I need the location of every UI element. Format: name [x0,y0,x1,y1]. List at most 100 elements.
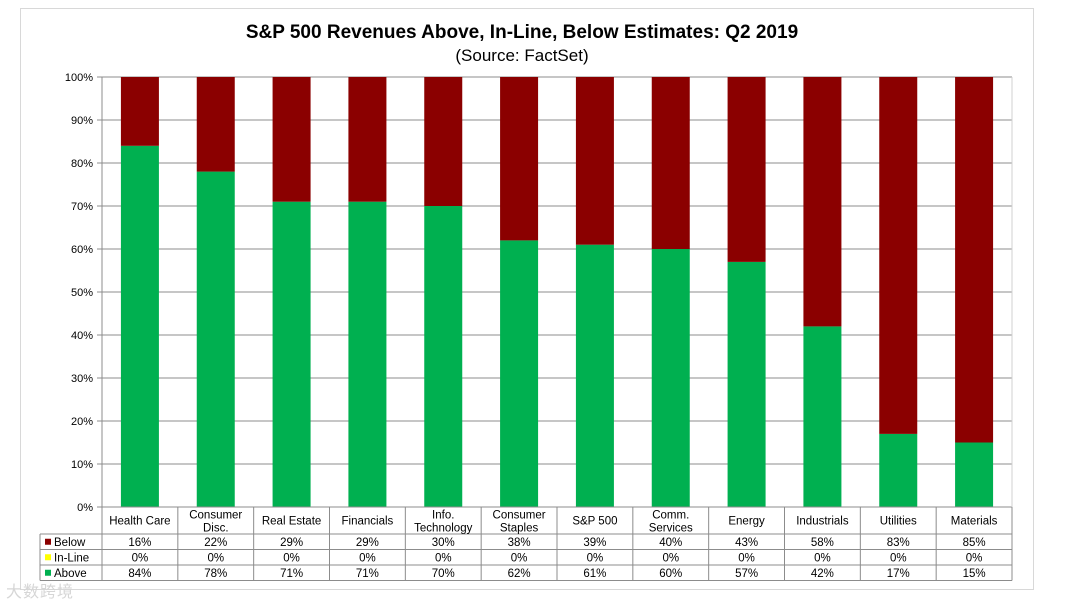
bar-below [803,77,842,327]
y-tick-label: 80% [71,158,93,170]
data-label: 0% [207,552,224,564]
bar-above [803,326,842,507]
category-label: Services [649,523,693,535]
data-label: 0% [738,552,755,564]
y-tick-label: 70% [71,201,93,213]
bar-above [120,145,159,508]
data-label: 0% [814,552,831,564]
bars [120,77,994,508]
data-label: 0% [587,552,604,564]
data-label: 71% [356,568,379,580]
bar-above [196,171,235,507]
data-label: 42% [811,568,834,580]
bar-above [651,249,690,507]
data-label: 17% [887,568,910,580]
y-tick-label: 10% [71,459,93,471]
y-tick-label: 90% [71,115,93,127]
y-axis: 0% 10% 20% 30% 40% 50% 60% 70% 80% 90% 100% [65,72,103,514]
data-label: 78% [204,568,227,580]
category-label: Info. [432,510,454,522]
bar-below [651,77,690,249]
category-label: Technology [414,523,472,535]
y-tick-label: 40% [71,330,93,342]
category-label: Comm. [652,510,689,522]
legend-label-in-line: In-Line [54,552,89,564]
legend-key-below [45,538,51,545]
category-label: S&P 500 [572,516,617,528]
data-label: 0% [132,552,149,564]
bar-below [120,77,159,146]
category-label: Industrials [796,516,849,528]
legend-key-in-line [45,554,51,561]
gridlines [102,76,1012,508]
data-label: 85% [963,537,986,549]
data-label: 40% [659,537,682,549]
bar-above [879,433,918,507]
data-label: 60% [659,568,682,580]
y-tick-label: 100% [65,72,93,84]
data-label: 0% [359,552,376,564]
y-tick-label: 20% [71,416,93,428]
data-label: 62% [508,568,531,580]
bar-below [955,77,994,443]
legend-label-below: Below [54,537,86,549]
category-label: Financials [342,516,394,528]
chart-subtitle: (Source: FactSet) [455,46,588,65]
y-tick-label: 30% [71,373,93,385]
data-label: 61% [583,568,606,580]
chart-title: S&P 500 Revenues Above, In-Line, Below E… [246,22,798,43]
data-label: 38% [508,537,531,549]
y-tick-label: 50% [71,287,93,299]
category-label: Consumer [493,510,546,522]
data-label: 16% [128,537,151,549]
data-label: 0% [511,552,528,564]
bar-below [272,77,311,202]
y-tick-label: 60% [71,244,93,256]
bar-below [500,77,539,241]
bar-above [272,201,311,507]
data-label: 71% [280,568,303,580]
bar-below [575,77,614,245]
bar-below [879,77,918,434]
category-label: Consumer [189,510,242,522]
watermark: 大数跨境 [6,582,75,601]
data-label: 0% [662,552,679,564]
data-label: 83% [887,537,910,549]
category-label: Real Estate [262,516,321,528]
legend-key-above [45,569,51,576]
data-label: 22% [204,537,227,549]
y-tick-label: 0% [77,502,93,514]
bar-below [727,77,766,262]
data-label: 84% [128,568,151,580]
bar-below [424,77,463,206]
data-label: 0% [890,552,907,564]
bar-below [348,77,387,202]
category-label: Utilities [880,516,917,528]
data-label: 58% [811,537,834,549]
data-label: 39% [583,537,606,549]
data-label: 30% [432,537,455,549]
bar-below [196,77,235,172]
category-label: Staples [500,523,539,535]
bar-above [500,240,539,507]
data-label: 70% [432,568,455,580]
data-label: 29% [356,537,379,549]
data-label: 0% [283,552,300,564]
data-label: 15% [963,568,986,580]
bar-above [424,206,463,507]
category-label: Disc. [203,523,229,535]
data-label: 0% [966,552,983,564]
category-label: Health Care [109,516,170,528]
bar-above [348,201,387,507]
bar-above [575,244,614,507]
data-label: 29% [280,537,303,549]
category-label: Energy [728,516,765,528]
bar-above [727,261,766,507]
data-label: 0% [435,552,452,564]
legend-label-above: Above [54,568,87,580]
category-label: Materials [951,516,998,528]
data-label: 57% [735,568,758,580]
bar-above [955,442,994,507]
data-label: 43% [735,537,758,549]
